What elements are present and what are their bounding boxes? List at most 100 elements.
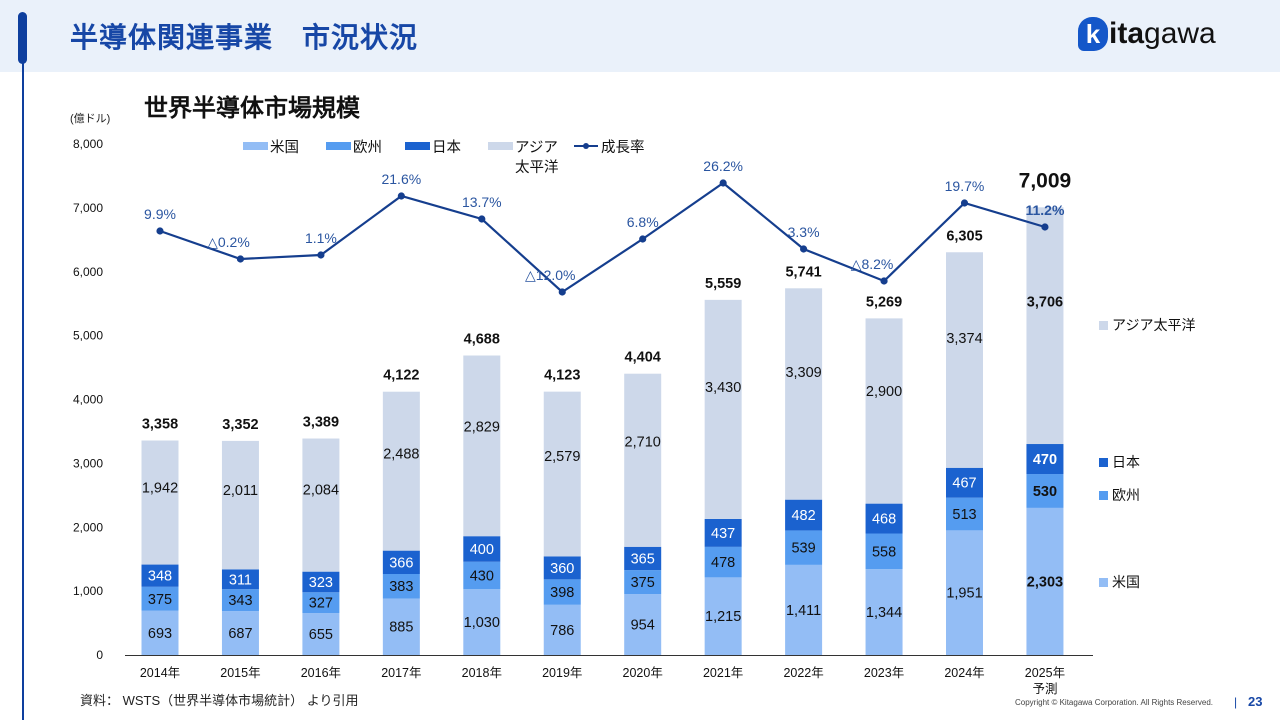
bars-layer xyxy=(141,207,1064,655)
x-tick-label: 2021年 xyxy=(703,666,743,680)
x-tick-label: 2017年 xyxy=(381,666,421,680)
bar-segment-japan xyxy=(463,536,501,562)
chart-title: 世界半導体市場規模 xyxy=(144,95,360,122)
data-label-us: 1,344 xyxy=(866,605,902,621)
data-label-japan: 360 xyxy=(550,561,574,577)
growth-rate-label: 3.3% xyxy=(788,224,820,240)
total-label: 4,123 xyxy=(544,368,580,384)
bar-segment-europe xyxy=(785,530,823,565)
bar-segment-asia xyxy=(221,440,259,570)
bar-segment-japan xyxy=(382,550,420,575)
data-label-europe: 558 xyxy=(872,544,896,560)
total-label: 5,559 xyxy=(705,276,741,292)
total-label: 5,741 xyxy=(785,264,821,280)
bar-segment-us xyxy=(865,569,903,655)
bar-segment-asia xyxy=(463,355,501,537)
data-label-europe: 539 xyxy=(791,541,815,557)
x-tick-label: 2023年 xyxy=(864,666,904,680)
data-label-europe: 343 xyxy=(228,593,252,609)
growth-rate-point xyxy=(880,277,888,285)
data-label-asia: 2,084 xyxy=(303,482,339,498)
accent-bar xyxy=(18,12,27,64)
data-label-asia: 3,430 xyxy=(705,380,741,396)
data-label-asia: 3,706 xyxy=(1027,295,1063,311)
data-label-asia: 2,900 xyxy=(866,384,902,400)
growth-rate-label: △0.2% xyxy=(207,234,250,250)
bar-segment-asia xyxy=(946,252,983,468)
growth-rate-label: 11.2% xyxy=(1025,202,1064,218)
bar-segment-us xyxy=(946,530,983,655)
data-label-europe: 398 xyxy=(550,585,574,601)
bar-segment-europe xyxy=(141,586,179,611)
data-label-japan: 365 xyxy=(631,551,655,567)
y-tick-label: 3,000 xyxy=(73,456,103,470)
bar-segment-asia xyxy=(624,373,662,547)
bar-segment-us xyxy=(1026,507,1064,655)
growth-rate-label: 13.7% xyxy=(462,194,502,210)
bar-segment-asia xyxy=(704,299,742,519)
data-label-us: 1,030 xyxy=(464,615,500,631)
bar-segment-japan xyxy=(1026,444,1064,475)
header-band xyxy=(0,0,1280,72)
data-label-japan: 323 xyxy=(309,575,333,591)
kitagawa-logo: k ita gawa xyxy=(1078,14,1216,54)
bar-segment-europe xyxy=(946,497,983,531)
legend-right-swatch-japan xyxy=(1099,458,1108,467)
legend-right-swatch-europe xyxy=(1099,491,1108,500)
growth-rate-label: 19.7% xyxy=(945,178,985,194)
data-label-japan: 311 xyxy=(229,572,252,588)
x-tick-label: 2016年 xyxy=(301,666,341,680)
logo-mark-icon: k xyxy=(1078,17,1108,51)
legend-swatch-us xyxy=(243,142,268,150)
bar-segment-asia xyxy=(543,391,581,557)
data-label-us: 1,215 xyxy=(705,609,741,625)
x-tick-label: 2018年 xyxy=(462,666,502,680)
bar-segment-us xyxy=(463,589,501,655)
growth-rate-point xyxy=(800,245,808,253)
bar-segment-asia xyxy=(1026,207,1064,445)
bar-segment-europe xyxy=(1026,474,1064,508)
y-tick-label: 6,000 xyxy=(73,265,103,279)
growth-rate-point xyxy=(558,288,566,296)
bar-segment-europe xyxy=(382,574,420,599)
y-tick-label: 8,000 xyxy=(73,137,103,151)
y-tick-label: 5,000 xyxy=(73,329,103,343)
bar-segment-japan xyxy=(221,569,259,590)
legend-swatch-japan xyxy=(405,142,430,150)
data-label-us: 786 xyxy=(550,623,574,639)
data-label-asia: 2,829 xyxy=(464,419,500,435)
growth-rate-point xyxy=(960,199,969,207)
data-label-us: 2,303 xyxy=(1027,574,1063,590)
data-label-us: 655 xyxy=(309,627,333,643)
legend-label-europe: 欧州 xyxy=(353,139,382,156)
y-tick-label: 1,000 xyxy=(73,584,103,598)
x-tick-label: 2014年 xyxy=(140,666,180,680)
growth-rate-label: 1.1% xyxy=(305,230,337,246)
y-tick-label: 4,000 xyxy=(73,393,103,407)
data-label-japan: 348 xyxy=(148,569,172,585)
bar-segment-asia xyxy=(302,438,340,572)
total-label: 4,688 xyxy=(464,332,500,348)
bar-segment-europe xyxy=(624,570,662,595)
growth-rate-point xyxy=(478,215,486,223)
legend-right-label-japan: 日本 xyxy=(1112,454,1140,470)
growth-rate-label: 26.2% xyxy=(703,158,743,174)
bar-segment-japan xyxy=(624,546,662,571)
data-label-japan: 467 xyxy=(952,476,976,492)
data-label-asia: 2,710 xyxy=(625,434,661,450)
total-label: 6,305 xyxy=(946,228,982,244)
data-label-europe: 383 xyxy=(389,579,413,595)
data-label-japan: 366 xyxy=(389,555,413,571)
bar-segment-japan xyxy=(141,564,179,587)
data-label-asia: 2,011 xyxy=(223,483,258,499)
logo-text-bold: ita xyxy=(1109,17,1145,50)
bar-segment-asia xyxy=(785,288,823,500)
bar-segment-europe xyxy=(221,589,259,612)
legend-label-asia: アジア xyxy=(515,140,558,156)
data-label-asia: 2,579 xyxy=(544,449,580,465)
accent-line xyxy=(22,50,24,720)
data-label-asia: 3,309 xyxy=(785,365,821,381)
total-label: 5,269 xyxy=(866,294,902,310)
legend-label-us: 米国 xyxy=(270,139,299,156)
